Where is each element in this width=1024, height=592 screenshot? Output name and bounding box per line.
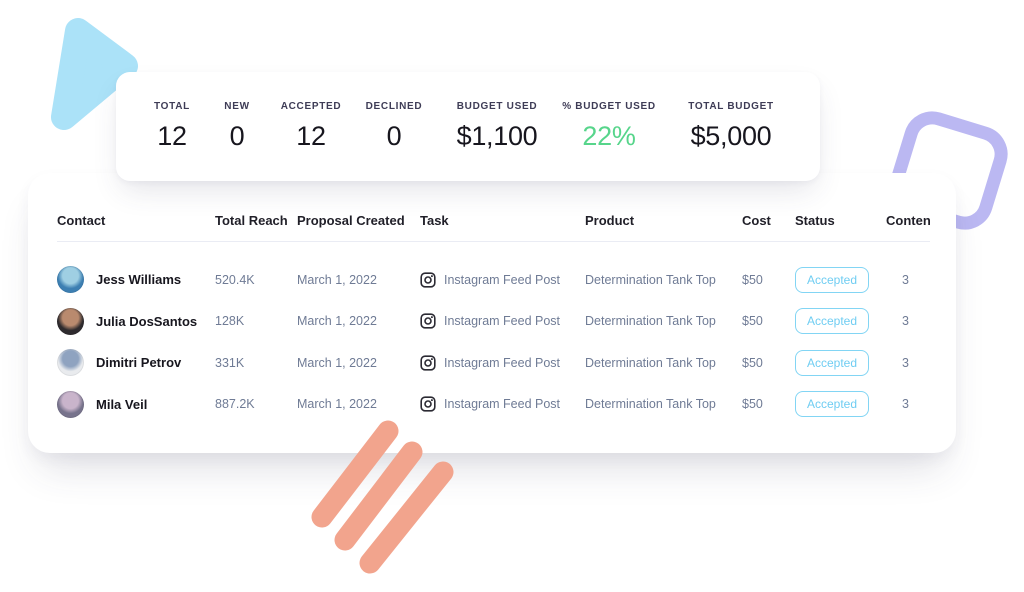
product-cell: Determination Tank Top — [585, 397, 716, 412]
proposals-table-card: Contact Total Reach Proposal Created Tas… — [28, 173, 956, 453]
stat-value: 0 — [229, 121, 245, 151]
column-header-task: Task — [420, 213, 449, 228]
total-reach-cell: 331K — [215, 355, 245, 370]
task-cell: Instagram Feed Post — [420, 272, 585, 288]
product-cell: Determination Tank Top — [585, 272, 716, 287]
stat-total: TOTAL 12 — [154, 101, 190, 152]
status-badge[interactable]: Accepted — [795, 349, 870, 376]
task-label: Instagram Feed Post — [444, 272, 561, 287]
stat-budget-used: BUDGET USED $1,100 — [457, 101, 538, 152]
cost-cell: $50 — [742, 355, 763, 370]
proposal-created-cell: March 1, 2022 — [297, 272, 377, 287]
status-badge[interactable]: Accepted — [795, 391, 870, 418]
contact-name: Jess Williams — [96, 272, 182, 288]
triangle-shape-icon — [51, 18, 138, 130]
instagram-icon — [420, 396, 436, 412]
total-reach-cell: 520.4K — [215, 272, 255, 287]
column-header-proposal-created: Proposal Created — [297, 213, 405, 228]
contact-name: Mila Veil — [96, 396, 148, 412]
stat-total-budget: TOTAL BUDGET $5,000 — [688, 101, 774, 152]
contact-name: Julia DosSantos — [96, 313, 198, 329]
stat-label: BUDGET USED — [456, 101, 538, 112]
instagram-icon — [420, 313, 436, 329]
stat-value: 22% — [582, 121, 636, 151]
status-badge[interactable]: Accepted — [795, 308, 870, 335]
task-label: Instagram Feed Post — [444, 355, 561, 370]
stats-summary-card: TOTAL 12 NEW 0 ACCEPTED 12 DECLINED 0 BU… — [116, 72, 820, 181]
column-header-contact: Contact — [57, 213, 106, 228]
proposal-created-cell: March 1, 2022 — [297, 355, 377, 370]
stat-label: ACCEPTED — [280, 101, 342, 112]
content-cell: 3 — [902, 355, 909, 370]
column-header-cost: Cost — [742, 213, 771, 228]
status-badge[interactable]: Accepted — [795, 266, 870, 293]
stat-label: DECLINED — [365, 101, 423, 112]
stat-label: TOTAL BUDGET — [688, 101, 774, 112]
content-cell: 3 — [902, 272, 909, 287]
stat-value: $5,000 — [690, 121, 772, 151]
stat-accepted: ACCEPTED 12 — [281, 101, 342, 152]
column-header-total-reach: Total Reach — [215, 213, 288, 228]
proposal-created-cell: March 1, 2022 — [297, 397, 377, 412]
product-cell: Determination Tank Top — [585, 314, 716, 329]
status-cell: Accepted — [795, 266, 886, 293]
column-header-status: Status — [795, 213, 835, 228]
column-header-product: Product — [585, 213, 635, 228]
contact-cell: Mila Veil — [57, 390, 215, 418]
task-cell: Instagram Feed Post — [420, 313, 585, 329]
contact-cell: Julia DosSantos — [57, 307, 215, 335]
task-label: Instagram Feed Post — [444, 397, 561, 412]
status-cell: Accepted — [795, 391, 886, 418]
task-cell: Instagram Feed Post — [420, 355, 585, 371]
avatar — [57, 349, 84, 377]
stat-declined: DECLINED 0 — [366, 101, 423, 152]
cost-cell: $50 — [742, 397, 763, 412]
contact-cell: Dimitri Petrov — [57, 349, 215, 377]
stat-label: TOTAL — [154, 101, 190, 112]
task-label: Instagram Feed Post — [444, 314, 561, 329]
table-body: Jess Williams 520.4K March 1, 2022 Insta… — [57, 259, 930, 425]
table-row[interactable]: Mila Veil 887.2K March 1, 2022 Instagram… — [57, 384, 930, 426]
status-cell: Accepted — [795, 349, 886, 376]
stat-value: $1,100 — [456, 121, 538, 151]
avatar — [57, 266, 84, 294]
task-cell: Instagram Feed Post — [420, 396, 585, 412]
stat-label: NEW — [224, 101, 250, 112]
column-header-content: Content — [886, 213, 930, 228]
instagram-icon — [420, 355, 436, 371]
proposal-created-cell: March 1, 2022 — [297, 314, 377, 329]
stat-value: 12 — [157, 121, 187, 151]
stat-new: NEW 0 — [224, 101, 249, 152]
content-cell: 3 — [902, 397, 909, 412]
header-divider — [57, 241, 930, 242]
cost-cell: $50 — [742, 314, 763, 329]
table-row[interactable]: Dimitri Petrov 331K March 1, 2022 Instag… — [57, 342, 930, 384]
stat-label: % BUDGET USED — [562, 101, 656, 112]
product-cell: Determination Tank Top — [585, 355, 716, 370]
contact-cell: Jess Williams — [57, 266, 215, 294]
avatar — [57, 307, 84, 335]
table-row[interactable]: Jess Williams 520.4K March 1, 2022 Insta… — [57, 259, 930, 301]
avatar — [57, 390, 84, 418]
cost-cell: $50 — [742, 272, 763, 287]
total-reach-cell: 128K — [215, 314, 245, 329]
content-cell: 3 — [902, 314, 909, 329]
status-cell: Accepted — [795, 308, 886, 335]
table-header-row: Contact Total Reach Proposal Created Tas… — [57, 173, 930, 228]
stat-value: 12 — [296, 121, 326, 151]
stat-percent-budget-used: % BUDGET USED 22% — [562, 101, 656, 152]
contact-name: Dimitri Petrov — [96, 355, 182, 371]
table-row[interactable]: Julia DosSantos 128K March 1, 2022 Insta… — [57, 301, 930, 343]
stat-value: 0 — [386, 121, 402, 151]
total-reach-cell: 887.2K — [215, 397, 255, 412]
instagram-icon — [420, 272, 436, 288]
